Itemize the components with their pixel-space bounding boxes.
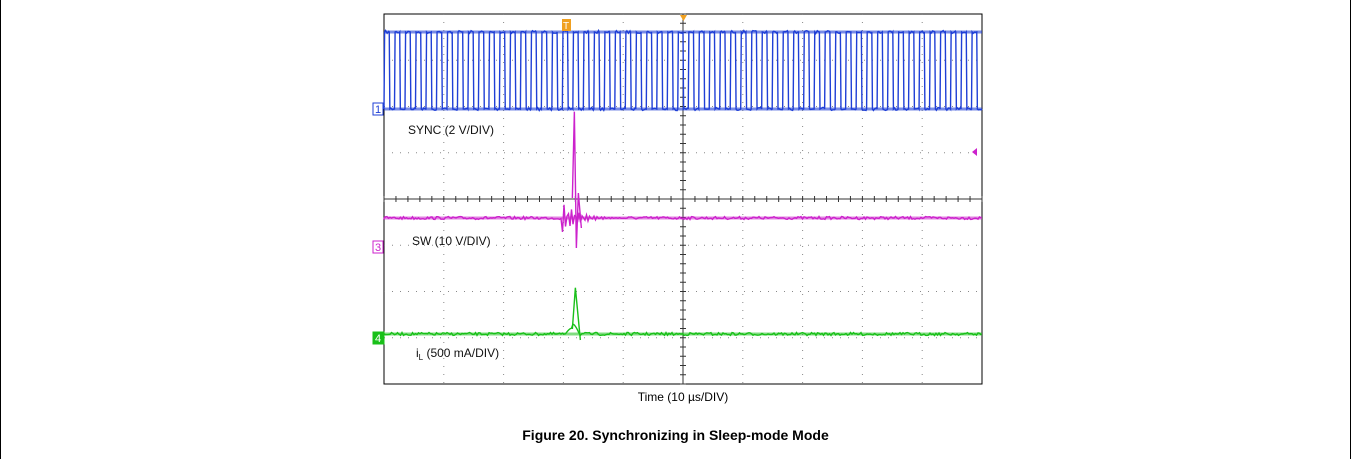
trigger-level-arrow — [972, 148, 977, 156]
figure-caption: Figure 20. Synchronizing in Sleep-mode M… — [522, 427, 829, 443]
series-sw-spike — [571, 111, 583, 249]
trigger-position-marker: T — [562, 19, 571, 32]
channel-3-marker: 3 — [372, 240, 384, 254]
series-label-sw: SW (10 V/DIV) — [412, 234, 491, 248]
grid — [383, 13, 983, 385]
series-label-il: iL (500 mA/DIV) — [416, 346, 499, 362]
x-axis-label: Time (10 µs/DIV) — [637, 390, 729, 404]
svg-text:3: 3 — [375, 242, 381, 254]
traces — [383, 28, 983, 341]
series-il-pulse — [571, 287, 582, 341]
channel-4-marker: 4 — [372, 331, 385, 345]
series-label-sync: SYNC (2 V/DIV) — [408, 123, 494, 137]
svg-text:1: 1 — [375, 104, 381, 116]
svg-text:T: T — [563, 21, 569, 32]
center-trigger-arrow — [680, 15, 687, 21]
oscilloscope-chart: 1 3 4 T SYNC (2 V/DIV) SW (10 V/DIV) iL … — [372, 13, 983, 385]
channel-1-marker: 1 — [372, 102, 384, 116]
svg-text:4: 4 — [375, 333, 381, 345]
